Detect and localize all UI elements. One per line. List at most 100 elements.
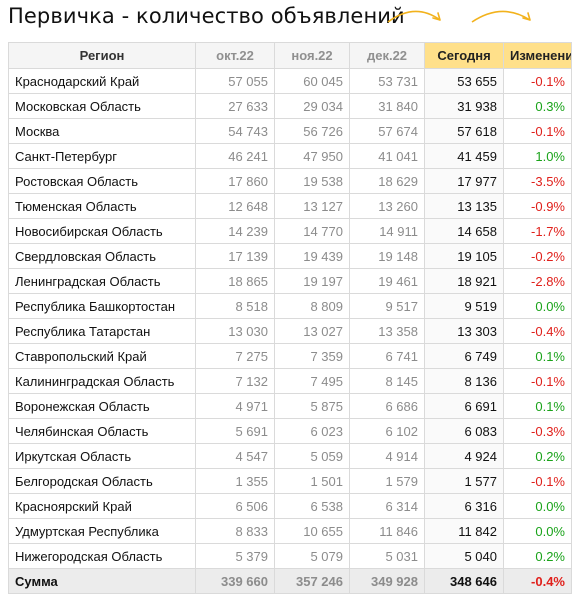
cell-dec: 57 674 (349, 118, 425, 144)
cell-change: 0.1% (503, 393, 572, 419)
total-row: Сумма 339 660 357 246 349 928 348 646 -0… (8, 568, 572, 594)
cell-dec: 11 846 (349, 518, 425, 544)
cell-region: Новосибирская Область (8, 218, 196, 244)
cell-region: Республика Башкортостан (8, 293, 196, 319)
cell-oct: 17 139 (195, 243, 275, 269)
column-header-oct[interactable]: окт.22 (195, 42, 275, 69)
cell-nov: 5 875 (274, 393, 350, 419)
table-row: Иркутская Область 4 547 5 059 4 914 4 924 0.2… (8, 443, 572, 469)
cell-region: Ставропольский Край (8, 343, 196, 369)
cell-dec: 1 579 (349, 468, 425, 494)
cell-dec: 6 741 (349, 343, 425, 369)
cell-oct: 4 971 (195, 393, 275, 419)
cell-today: 17 977 (424, 168, 504, 194)
cell-oct: 54 743 (195, 118, 275, 144)
cell-nov: 56 726 (274, 118, 350, 144)
table-row: Республика Башкортостан 8 518 8 809 9 517 9 … (8, 293, 572, 319)
cell-oct: 1 355 (195, 468, 275, 494)
cell-dec: 31 840 (349, 93, 425, 119)
cell-today: 14 658 (424, 218, 504, 244)
cell-today: 6 749 (424, 343, 504, 369)
cell-today: 6 691 (424, 393, 504, 419)
cell-nov: 5 079 (274, 543, 350, 569)
cell-nov: 19 538 (274, 168, 350, 194)
cell-dec: 19 461 (349, 268, 425, 294)
table-row: Ростовская Область 17 860 19 538 18 629 17 9… (8, 168, 572, 194)
cell-region: Московская Область (8, 93, 196, 119)
cell-oct: 12 648 (195, 193, 275, 219)
total-label: Сумма (8, 568, 196, 594)
cell-region: Калининградская Область (8, 368, 196, 394)
cell-change: 0.0% (503, 518, 572, 544)
cell-change: -0.1% (503, 118, 572, 144)
table-row: Белгородская Область 1 355 1 501 1 579 1 577… (8, 468, 572, 494)
cell-oct: 7 275 (195, 343, 275, 369)
cell-nov: 5 059 (274, 443, 350, 469)
cell-change: -0.9% (503, 193, 572, 219)
cell-change: -1.7% (503, 218, 572, 244)
cell-today: 31 938 (424, 93, 504, 119)
total-oct: 339 660 (195, 568, 275, 594)
cell-oct: 57 055 (195, 68, 275, 94)
cell-change: 0.2% (503, 443, 572, 469)
column-header-today[interactable]: Сегодня (424, 42, 504, 69)
table-row: Московская Область 27 633 29 034 31 840 31 9… (8, 93, 572, 119)
cell-today: 5 040 (424, 543, 504, 569)
cell-oct: 8 518 (195, 293, 275, 319)
cell-change: 1.0% (503, 143, 572, 169)
cell-oct: 6 506 (195, 493, 275, 519)
column-header-region[interactable]: Регион (8, 42, 196, 69)
cell-nov: 7 359 (274, 343, 350, 369)
cell-change: -0.1% (503, 468, 572, 494)
cell-nov: 13 027 (274, 318, 350, 344)
cell-today: 4 924 (424, 443, 504, 469)
cell-region: Краснодарский Край (8, 68, 196, 94)
total-nov: 357 246 (274, 568, 350, 594)
arrow-to-change-icon (471, 10, 531, 23)
cell-dec: 53 731 (349, 68, 425, 94)
cell-today: 41 459 (424, 143, 504, 169)
column-header-nov[interactable]: ноя.22 (274, 42, 350, 69)
cell-nov: 29 034 (274, 93, 350, 119)
column-header-change[interactable]: Изменение (503, 42, 572, 69)
cell-region: Свердловская Область (8, 243, 196, 269)
cell-dec: 18 629 (349, 168, 425, 194)
cell-change: 0.3% (503, 93, 572, 119)
table-row: Тюменская Область 12 648 13 127 13 260 13 13… (8, 193, 572, 219)
table-row: Челябинская Область 5 691 6 023 6 102 6 083-… (8, 418, 572, 444)
cell-oct: 14 239 (195, 218, 275, 244)
cell-region: Воронежская Область (8, 393, 196, 419)
table-row: Свердловская Область 17 139 19 439 19 148 19… (8, 243, 572, 269)
cell-region: Нижегородская Область (8, 543, 196, 569)
cell-dec: 6 102 (349, 418, 425, 444)
table-row: Республика Татарстан 13 030 13 027 13 358 13… (8, 318, 572, 344)
cell-region: Санкт-Петербург (8, 143, 196, 169)
cell-nov: 10 655 (274, 518, 350, 544)
cell-today: 57 618 (424, 118, 504, 144)
table-row: Ставропольский Край 7 275 7 359 6 741 6 749 0… (8, 343, 572, 369)
cell-region: Республика Татарстан (8, 318, 196, 344)
curved-arrows (387, 10, 531, 23)
cell-region: Челябинская Область (8, 418, 196, 444)
cell-today: 19 105 (424, 243, 504, 269)
cell-region: Белгородская Область (8, 468, 196, 494)
cell-dec: 13 358 (349, 318, 425, 344)
cell-today: 9 519 (424, 293, 504, 319)
cell-oct: 5 691 (195, 418, 275, 444)
table-row: Красноярский Край 6 506 6 538 6 314 6 316 0.0… (8, 493, 572, 519)
cell-nov: 1 501 (274, 468, 350, 494)
table-row: Санкт-Петербург 46 241 47 950 41 041 41 459 1… (8, 143, 572, 169)
column-header-dec[interactable]: дек.22 (349, 42, 425, 69)
cell-oct: 27 633 (195, 93, 275, 119)
arrow-to-today-icon (387, 10, 441, 23)
total-dec: 349 928 (349, 568, 425, 594)
cell-region: Ростовская Область (8, 168, 196, 194)
cell-region: Москва (8, 118, 196, 144)
cell-dec: 41 041 (349, 143, 425, 169)
cell-today: 13 303 (424, 318, 504, 344)
cell-nov: 13 127 (274, 193, 350, 219)
table-row: Москва 54 743 56 726 57 674 57 618 -0.1% (8, 118, 572, 144)
cell-nov: 47 950 (274, 143, 350, 169)
cell-region: Красноярский Край (8, 493, 196, 519)
page-title: Первичка - количество объявлений (8, 4, 405, 28)
